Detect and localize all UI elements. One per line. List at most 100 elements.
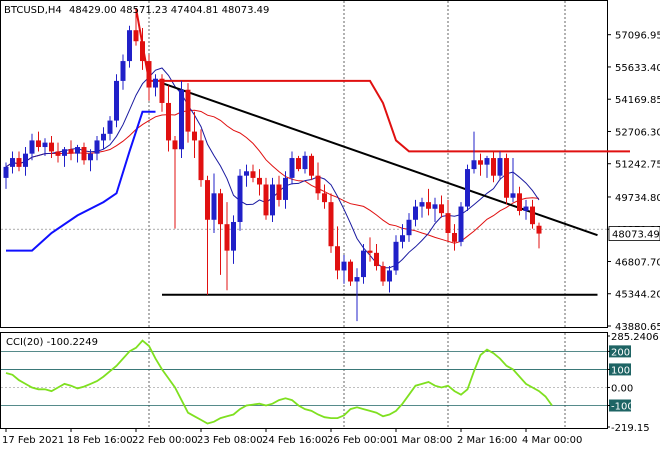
price-tick-label-2: 54169.85: [615, 95, 660, 106]
candle-body-67: [439, 204, 444, 214]
candle-body-25: [166, 102, 171, 141]
candle-body-42: [276, 184, 282, 200]
indicator-pane-border: [0, 332, 608, 429]
candle-body-40: [263, 184, 269, 216]
candle-body-72: [471, 160, 477, 170]
candle-body-59: [387, 270, 392, 282]
candle-body-19: [127, 30, 132, 62]
cci-tick-label-5: -219.15: [611, 423, 650, 434]
candle-body-15: [101, 133, 106, 141]
price-tick-label-3: 52706.30: [615, 127, 660, 138]
candle-body-32: [211, 193, 217, 220]
candle-body-57: [374, 252, 379, 267]
candle-body-71: [465, 169, 470, 207]
cci-tick-label-1: 200: [611, 347, 630, 358]
ohlc-values: 48429.00 48571.23 47404.81 48073.49: [69, 5, 269, 16]
price-tick-label-0: 57096.95: [615, 31, 660, 42]
candle-body-78: [510, 193, 516, 198]
candle-body-74: [484, 158, 490, 165]
candle-body-4: [29, 140, 35, 154]
candle-body-28: [185, 89, 191, 132]
candle-body-70: [458, 206, 464, 242]
candle-body-36: [237, 175, 243, 222]
candle-body-0: [3, 166, 9, 178]
candle-body-64: [419, 202, 425, 207]
candle-body-44: [289, 158, 295, 178]
candle-body-61: [400, 235, 405, 242]
candle-body-77: [504, 158, 509, 198]
price-y-axis: 57096.95 55633.40 54169.85 52706.30 51242.75…: [607, 31, 660, 333]
candle-body-73: [478, 160, 483, 165]
candle-body-3: [23, 153, 28, 167]
candle-body-43: [283, 177, 288, 200]
candle-body-58: [380, 266, 386, 282]
time-tick-label-1: 18 Feb 16:00: [67, 435, 133, 446]
candle-body-16: [107, 120, 113, 134]
time-tick-label-3: 23 Feb 08:00: [197, 435, 263, 446]
candle-body-2: [16, 158, 22, 167]
time-x-axis: 17 Feb 2021 18 Feb 16:00 22 Feb 00:00 23 Fe…: [2, 428, 582, 446]
candle-body-30: [198, 140, 204, 181]
price-tick-label-9: 43880.65: [615, 322, 660, 333]
candle-body-47: [309, 155, 314, 176]
candle-body-54: [354, 277, 360, 282]
cci-pane: 285.2406 200 100 0.00 -100 -219.15: [1, 332, 659, 434]
candle-body-68: [445, 213, 451, 233]
candle-body-49: [322, 193, 327, 203]
price-tick-label-4: 51242.75: [615, 160, 660, 171]
cci-level-box-1: [609, 345, 631, 358]
candle-body-7: [49, 142, 54, 152]
candle-body-23: [153, 78, 158, 88]
candle-body-39: [257, 177, 262, 185]
candle-body-1: [10, 158, 15, 167]
candle-body-14: [94, 140, 100, 154]
price-grid: [1, 1, 607, 428]
candle-body-18: [120, 61, 126, 81]
cci-level-box-4: [609, 399, 631, 412]
time-tick-label-8: 4 Mar 00:00: [522, 435, 582, 446]
candle-body-80: [523, 206, 529, 211]
candle-body-20: [133, 30, 139, 42]
candle-body-22: [146, 61, 152, 88]
candle-body-11: [75, 147, 80, 154]
cci-tick-label-2: 100: [611, 365, 630, 376]
candle-body-50: [328, 202, 334, 247]
candle-body-48: [315, 175, 321, 194]
candle-body-56: [367, 250, 373, 253]
candle-body-33: [218, 193, 223, 225]
candle-body-9: [62, 149, 67, 156]
candle-body-41: [270, 184, 275, 216]
symbol-label: BTCUSD,H4: [4, 5, 62, 16]
candle-body-81: [530, 206, 535, 225]
resistance-stop-line: [135, 8, 630, 153]
price-tick-label-8: 45344.20: [615, 290, 660, 301]
candle-body-51: [335, 246, 340, 271]
candles: [3, 8, 542, 322]
candle-body-63: [413, 206, 418, 220]
time-tick-label-5: 26 Feb 00:00: [327, 435, 393, 446]
price-tick-label-1: 55633.40: [615, 63, 660, 74]
current-price-box: [608, 226, 660, 241]
candle-body-13: [88, 153, 93, 161]
candle-body-55: [361, 250, 366, 278]
candle-body-17: [114, 80, 119, 121]
price-tick-label-5: 49734.80: [615, 193, 660, 204]
candle-body-76: [497, 158, 503, 176]
candle-body-46: [302, 155, 308, 170]
time-tick-label-7: 2 Mar 16:00: [457, 435, 517, 446]
candle-body-79: [517, 193, 522, 211]
cci-line: [5, 339, 553, 425]
cci-tick-label-0: 285.2406: [611, 332, 659, 343]
candle-body-75: [491, 158, 496, 176]
candle-body-26: [172, 140, 178, 150]
time-tick-label-4: 24 Feb 16:00: [262, 435, 328, 446]
cci-label: CCI(20) -100.2249: [6, 337, 98, 348]
candle-body-65: [426, 202, 431, 209]
candle-body-66: [432, 204, 438, 209]
candle-body-10: [68, 149, 74, 154]
candle-body-12: [81, 147, 87, 161]
support-stop-line: [6, 110, 156, 252]
candle-body-37: [244, 171, 249, 176]
